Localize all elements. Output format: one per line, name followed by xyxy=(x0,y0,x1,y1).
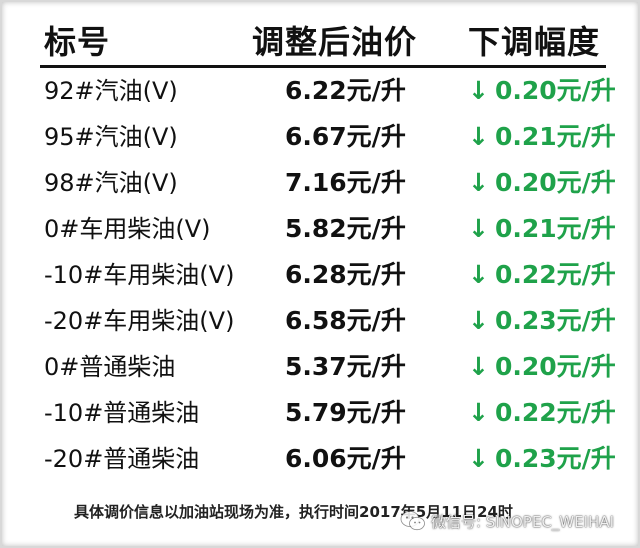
table-row: -10#车用柴油(V) 6.28元/升 ↓ 0.22元/升 xyxy=(2,252,640,298)
fuel-grade: 0#车用柴油(V) xyxy=(44,215,211,243)
fuel-grade: 95#汽油(V) xyxy=(44,123,178,151)
price-decrease: ↓ 0.20元/升 xyxy=(468,68,616,114)
header-decrease: 下调幅度 xyxy=(468,23,601,61)
price-decrease: ↓ 0.20元/升 xyxy=(468,344,616,390)
price-decrease: ↓ 0.23元/升 xyxy=(468,298,616,344)
adjusted-price: 5.82元/升 xyxy=(285,214,406,243)
fuel-grade: -20#车用柴油(V) xyxy=(44,307,235,335)
wechat-watermark: 微信号: SINOPEC_WEIHAI xyxy=(400,506,614,536)
table-row: 98#汽油(V) 7.16元/升 ↓ 0.20元/升 xyxy=(2,160,640,206)
down-arrow-icon: ↓ xyxy=(468,168,489,197)
table-row: -20#普通柴油 6.06元/升 ↓ 0.23元/升 xyxy=(2,436,640,482)
adjusted-price: 5.79元/升 xyxy=(285,398,406,427)
fuel-grade: 0#普通柴油 xyxy=(44,353,176,381)
table-header: 标号 调整后油价 下调幅度 xyxy=(12,20,630,64)
fuel-grade: -10#普通柴油 xyxy=(44,399,200,427)
price-decrease: ↓ 0.21元/升 xyxy=(468,114,616,160)
table-row: -20#车用柴油(V) 6.58元/升 ↓ 0.23元/升 xyxy=(2,298,640,344)
down-arrow-icon: ↓ xyxy=(468,352,489,381)
header-grade: 标号 xyxy=(44,23,111,61)
watermark-text: 微信号: SINOPEC_WEIHAI xyxy=(431,512,614,531)
price-decrease: ↓ 0.23元/升 xyxy=(468,436,616,482)
price-decrease: ↓ 0.20元/升 xyxy=(468,160,616,206)
wechat-icon xyxy=(400,511,425,531)
down-arrow-icon: ↓ xyxy=(468,122,489,151)
down-arrow-icon: ↓ xyxy=(468,76,489,105)
adjusted-price: 6.22元/升 xyxy=(285,76,406,105)
fuel-grade: 98#汽油(V) xyxy=(44,169,178,197)
table-row: 92#汽油(V) 6.22元/升 ↓ 0.20元/升 xyxy=(2,68,640,114)
fuel-grade: 92#汽油(V) xyxy=(44,77,178,105)
decrease-value: 0.21元/升 xyxy=(494,122,616,151)
down-arrow-icon: ↓ xyxy=(468,260,489,289)
price-decrease: ↓ 0.22元/升 xyxy=(468,252,616,298)
adjusted-price: 6.28元/升 xyxy=(285,260,406,289)
price-decrease: ↓ 0.22元/升 xyxy=(468,390,616,436)
decrease-value: 0.21元/升 xyxy=(494,214,616,243)
table-row: -10#普通柴油 5.79元/升 ↓ 0.22元/升 xyxy=(2,390,640,436)
header-adjusted-price: 调整后油价 xyxy=(252,23,418,61)
adjusted-price: 6.67元/升 xyxy=(285,122,406,151)
table-row: 95#汽油(V) 6.67元/升 ↓ 0.21元/升 xyxy=(2,114,640,160)
header-divider xyxy=(40,65,606,68)
adjusted-price: 7.16元/升 xyxy=(285,168,406,197)
table-row: 0#车用柴油(V) 5.82元/升 ↓ 0.21元/升 xyxy=(2,206,640,252)
decrease-value: 0.22元/升 xyxy=(494,398,616,427)
down-arrow-icon: ↓ xyxy=(468,398,489,427)
decrease-value: 0.20元/升 xyxy=(494,76,616,105)
fuel-grade: -20#普通柴油 xyxy=(44,445,200,473)
adjusted-price: 6.58元/升 xyxy=(285,306,406,335)
decrease-value: 0.20元/升 xyxy=(494,168,616,197)
decrease-value: 0.23元/升 xyxy=(494,444,616,473)
decrease-value: 0.22元/升 xyxy=(494,260,616,289)
down-arrow-icon: ↓ xyxy=(468,214,489,243)
fuel-grade: -10#车用柴油(V) xyxy=(44,261,235,289)
price-decrease: ↓ 0.21元/升 xyxy=(468,206,616,252)
down-arrow-icon: ↓ xyxy=(468,444,489,473)
adjusted-price: 6.06元/升 xyxy=(285,444,406,473)
down-arrow-icon: ↓ xyxy=(468,306,489,335)
decrease-value: 0.23元/升 xyxy=(494,306,616,335)
adjusted-price: 5.37元/升 xyxy=(285,352,406,381)
decrease-value: 0.20元/升 xyxy=(494,352,616,381)
table-row: 0#普通柴油 5.37元/升 ↓ 0.20元/升 xyxy=(2,344,640,390)
